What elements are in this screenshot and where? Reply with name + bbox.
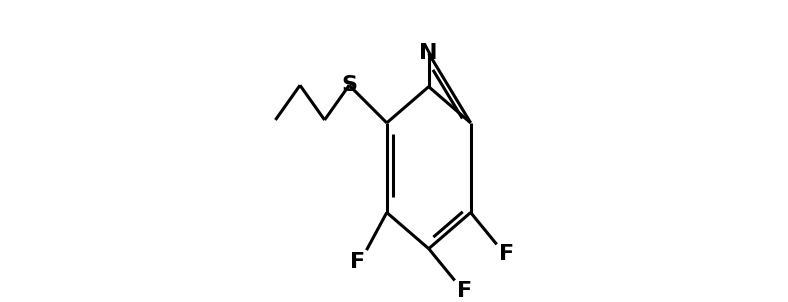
Text: N: N xyxy=(419,43,438,63)
Text: F: F xyxy=(351,252,366,272)
Text: F: F xyxy=(500,244,515,265)
Text: S: S xyxy=(341,75,357,95)
Text: F: F xyxy=(457,281,473,300)
